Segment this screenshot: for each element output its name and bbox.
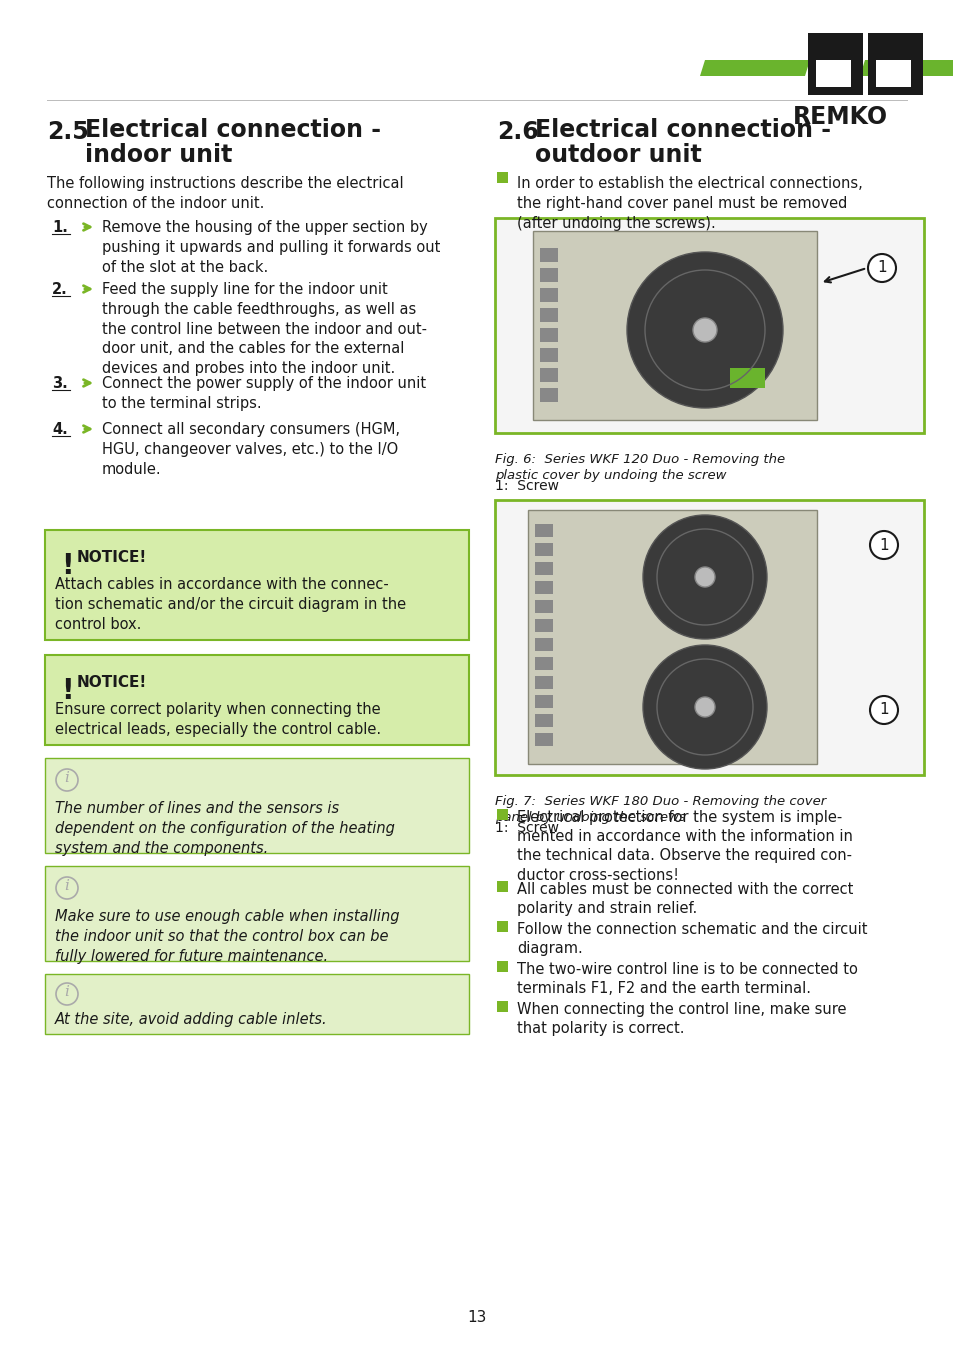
Text: Feed the supply line for the indoor unit
through the cable feedthroughs, as well: Feed the supply line for the indoor unit… — [102, 282, 427, 377]
Text: When connecting the control line, make sure
that polarity is correct.: When connecting the control line, make s… — [517, 1002, 845, 1037]
Text: In order to establish the electrical connections,
the right-hand cover panel mus: In order to establish the electrical con… — [517, 176, 862, 231]
Bar — [539, 288, 558, 302]
Circle shape — [695, 697, 714, 717]
Text: 4.: 4. — [52, 423, 68, 437]
Bar — [535, 676, 553, 688]
Text: Electrical connection -: Electrical connection - — [535, 117, 830, 142]
Circle shape — [642, 645, 766, 769]
Text: indoor unit: indoor unit — [85, 143, 233, 167]
Text: Fig. 7:  Series WKF 180 Duo - Removing the cover
panel by undoing the screws: Fig. 7: Series WKF 180 Duo - Removing th… — [495, 795, 825, 824]
FancyBboxPatch shape — [45, 865, 469, 961]
Bar — [539, 269, 558, 282]
Bar — [807, 32, 862, 94]
FancyBboxPatch shape — [533, 231, 816, 420]
Bar — [815, 59, 850, 86]
Text: 1: 1 — [876, 261, 886, 275]
Text: Connect all secondary consumers (HGM,
HGU, changeover valves, etc.) to the I/O
m: Connect all secondary consumers (HGM, HG… — [102, 423, 399, 477]
Bar — [535, 714, 553, 728]
Circle shape — [869, 697, 897, 724]
Text: The two-wire control line is to be connected to
terminals F1, F2 and the earth t: The two-wire control line is to be conne… — [517, 963, 857, 996]
Text: Fig. 6:  Series WKF 120 Duo - Removing the
plastic cover by undoing the screw: Fig. 6: Series WKF 120 Duo - Removing th… — [495, 454, 784, 482]
Text: At the site, avoid adding cable inlets.: At the site, avoid adding cable inlets. — [55, 1012, 327, 1027]
Text: All cables must be connected with the correct
polarity and strain relief.: All cables must be connected with the co… — [517, 882, 853, 917]
Bar — [497, 961, 507, 972]
FancyBboxPatch shape — [495, 500, 923, 775]
Text: 3.: 3. — [52, 377, 68, 392]
Text: Attach cables in accordance with the connec-
tion schematic and/or the circuit d: Attach cables in accordance with the con… — [55, 576, 406, 632]
Text: !: ! — [61, 676, 73, 705]
Bar — [539, 348, 558, 362]
Bar — [875, 59, 910, 86]
Text: Electrical connection -: Electrical connection - — [85, 117, 380, 142]
Bar — [539, 387, 558, 402]
Text: 1:  Screw: 1: Screw — [495, 821, 558, 836]
Bar — [539, 328, 558, 342]
Text: 1.: 1. — [52, 220, 68, 235]
Bar — [497, 809, 507, 819]
Text: Remove the housing of the upper section by
pushing it upwards and pulling it for: Remove the housing of the upper section … — [102, 220, 440, 274]
Text: i: i — [65, 879, 70, 892]
Text: 2.5: 2.5 — [47, 120, 89, 144]
Circle shape — [692, 319, 717, 342]
Text: Electrical protection for the system is imple-
mented in accordance with the inf: Electrical protection for the system is … — [517, 810, 852, 883]
Bar — [535, 580, 553, 594]
Text: NOTICE!: NOTICE! — [77, 675, 147, 690]
Bar — [535, 562, 553, 575]
Circle shape — [869, 531, 897, 559]
Text: The following instructions describe the electrical
connection of the indoor unit: The following instructions describe the … — [47, 176, 403, 211]
Bar — [867, 32, 923, 94]
Bar — [539, 369, 558, 382]
FancyBboxPatch shape — [45, 973, 469, 1034]
Text: 1: 1 — [879, 702, 888, 717]
Bar — [497, 882, 507, 892]
Text: 2.: 2. — [52, 282, 68, 297]
Text: REMKO: REMKO — [792, 105, 886, 130]
Bar — [535, 620, 553, 632]
Bar — [535, 524, 553, 537]
Text: Ensure correct polarity when connecting the
electrical leads, especially the con: Ensure correct polarity when connecting … — [55, 702, 381, 737]
Bar — [535, 657, 553, 670]
Bar — [497, 921, 507, 931]
FancyBboxPatch shape — [45, 655, 469, 745]
Circle shape — [642, 514, 766, 639]
Text: i: i — [65, 771, 70, 784]
Text: NOTICE!: NOTICE! — [77, 549, 147, 566]
Polygon shape — [700, 59, 809, 76]
Bar — [729, 369, 764, 387]
Text: 1: 1 — [879, 537, 888, 552]
Bar — [497, 171, 507, 184]
Bar — [535, 695, 553, 707]
Bar — [535, 733, 553, 747]
FancyBboxPatch shape — [495, 217, 923, 433]
Bar — [539, 308, 558, 323]
FancyBboxPatch shape — [45, 531, 469, 640]
Bar — [535, 599, 553, 613]
Text: The number of lines and the sensors is
dependent on the configuration of the hea: The number of lines and the sensors is d… — [55, 801, 395, 856]
Polygon shape — [859, 59, 953, 76]
Text: 1:  Screw: 1: Screw — [495, 479, 558, 493]
Text: !: ! — [61, 552, 73, 580]
Circle shape — [867, 254, 895, 282]
Circle shape — [695, 567, 714, 587]
Text: 13: 13 — [467, 1311, 486, 1326]
FancyBboxPatch shape — [45, 757, 469, 853]
Text: Connect the power supply of the indoor unit
to the terminal strips.: Connect the power supply of the indoor u… — [102, 377, 426, 410]
Text: outdoor unit: outdoor unit — [535, 143, 701, 167]
FancyBboxPatch shape — [527, 510, 816, 764]
Circle shape — [626, 252, 782, 408]
Bar — [539, 248, 558, 262]
Bar — [497, 1000, 507, 1012]
Bar — [535, 639, 553, 651]
Text: 2.6: 2.6 — [497, 120, 538, 144]
Bar — [535, 543, 553, 556]
Text: Make sure to use enough cable when installing
the indoor unit so that the contro: Make sure to use enough cable when insta… — [55, 909, 399, 964]
Text: i: i — [65, 986, 70, 999]
Text: Follow the connection schematic and the circuit
diagram.: Follow the connection schematic and the … — [517, 922, 866, 956]
